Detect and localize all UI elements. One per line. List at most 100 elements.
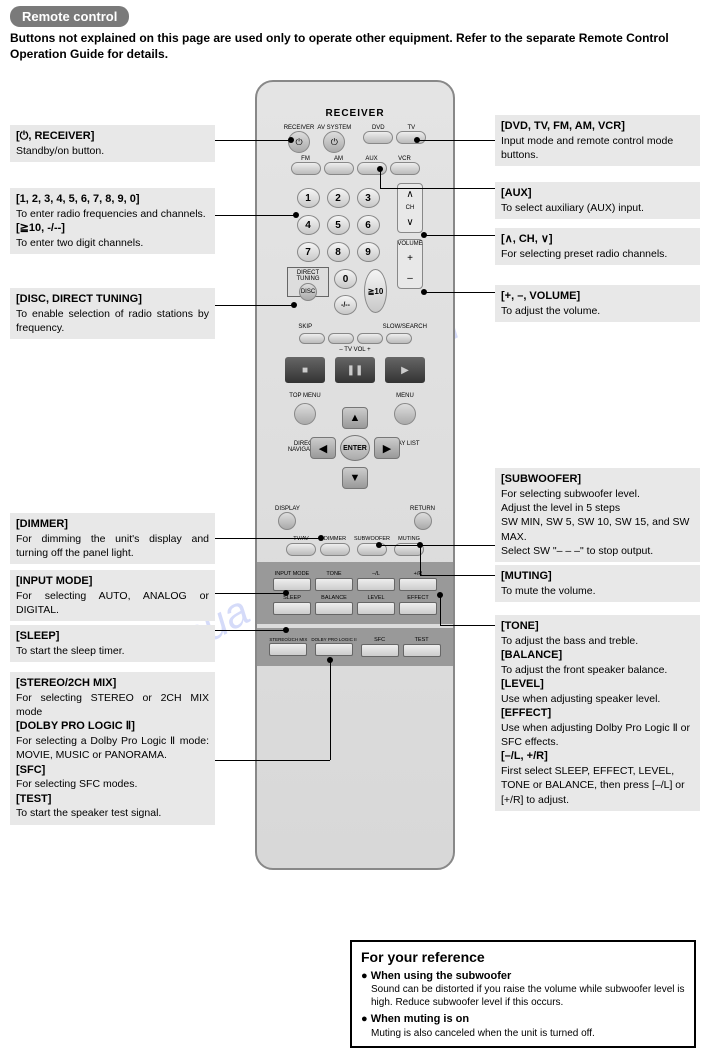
dolby-button	[315, 643, 353, 656]
level-button	[357, 602, 395, 615]
leader-line	[418, 140, 495, 141]
leader-line	[380, 170, 381, 188]
key-1: 1	[297, 188, 320, 208]
reference-box: For your reference ● When using the subw…	[350, 940, 696, 1048]
right-arrow: ▶	[374, 437, 400, 459]
lbl: EFFECT	[407, 595, 428, 601]
callout-tone-group: [TONE]To adjust the bass and treble. [BA…	[495, 615, 700, 811]
lbl: +/R	[414, 571, 423, 577]
leader-line	[425, 292, 495, 293]
leader-line	[380, 188, 495, 189]
fm-button	[291, 162, 321, 175]
callout-muting: [MUTING]To mute the volume.	[495, 565, 700, 602]
leader-line	[330, 660, 331, 760]
leader-line	[425, 235, 495, 236]
key-9: 9	[357, 242, 380, 262]
lbl: TV/AV	[293, 536, 309, 542]
leader-line	[215, 630, 285, 631]
key-2: 2	[327, 188, 350, 208]
ref-sub: ● When muting is on	[361, 1012, 685, 1026]
callout-receiver: [⏻, RECEIVER]Standby/on button.	[10, 125, 215, 162]
return-button	[414, 512, 432, 530]
test-button	[403, 644, 441, 657]
callout-volume: [+, –, VOLUME]To adjust the volume.	[495, 285, 700, 322]
key-3: 3	[357, 188, 380, 208]
lbl: SFC	[374, 637, 385, 643]
search-rev	[357, 333, 383, 344]
lbl: SUBWOOFER	[354, 536, 390, 542]
intro-text: Buttons not explained on this page are u…	[0, 31, 710, 70]
tv-button	[396, 131, 426, 144]
remote-title: RECEIVER	[257, 108, 453, 119]
enter-button: ENTER	[340, 435, 370, 461]
play-button: ▶	[385, 357, 425, 383]
lbl: DIMMER	[324, 536, 346, 542]
ch-rocker: ∧CH∨	[397, 183, 423, 233]
key-0: 0	[334, 269, 357, 289]
lbl: – TV VOL +	[257, 347, 453, 353]
lbl: LEVEL	[367, 595, 384, 601]
leader-line	[215, 140, 290, 141]
leader-line	[420, 575, 495, 576]
leader-line	[215, 593, 285, 594]
lbl: INPUT MODE	[275, 571, 309, 577]
callout-stereo-group: [STEREO/2CH MIX]For selecting STEREO or …	[10, 672, 215, 824]
leader-line	[215, 538, 320, 539]
ref-title: For your reference	[361, 948, 685, 966]
lbl: TEST	[415, 637, 429, 643]
balance-button	[315, 602, 353, 615]
plus-r-button	[399, 578, 437, 591]
lbl: MENU	[386, 393, 424, 399]
callout-inputs: [DVD, TV, FM, AM, VCR]Input mode and rem…	[495, 115, 700, 166]
pause-button: ❚❚	[335, 357, 375, 383]
up-arrow: ▲	[342, 407, 368, 429]
menu-button	[394, 403, 416, 425]
ref-body: Muting is also canceled when the unit is…	[361, 1027, 685, 1040]
callout-subwoofer: [SUBWOOFER]For selecting subwoofer level…	[495, 468, 700, 562]
callout-disc: [DISC, DIRECT TUNING]To enable selection…	[10, 288, 215, 339]
stop-button: ■	[285, 357, 325, 383]
key-dash: -/--	[334, 295, 357, 315]
diagram-area: .com e nua RECEIVER RECEIVER⏻ AV SYSTEM⏻…	[0, 70, 710, 940]
leader-line	[440, 595, 441, 625]
inputmode-button	[273, 578, 311, 591]
sfc-button	[361, 644, 399, 657]
display-button	[278, 512, 296, 530]
lbl: SLEEP	[283, 595, 301, 601]
callout-keypad: [1, 2, 3, 4, 5, 6, 7, 8, 9, 0]To enter r…	[10, 188, 215, 254]
callout-inputmode: [INPUT MODE]For selecting AUTO, ANALOG o…	[10, 570, 215, 621]
leader-line	[215, 215, 295, 216]
lbl: –/L	[372, 571, 380, 577]
leader-line	[380, 545, 495, 546]
lbl: BALANCE	[321, 595, 347, 601]
keypad: 123 456 789 DIRECT TUNINGDISC 0-/-- ≧10	[287, 183, 389, 320]
dimmer-button	[320, 543, 350, 556]
key-6: 6	[357, 215, 380, 235]
function-block-2: STEREO/2CH MIX DOLBY PRO LOGIC II SFC TE…	[257, 628, 453, 666]
effect-button	[399, 602, 437, 615]
callout-aux: [AUX]To select auxiliary (AUX) input.	[495, 182, 700, 219]
dvd-button	[363, 131, 393, 144]
lbl: STEREO/2CH MIX	[269, 637, 307, 642]
lbl: TONE	[326, 571, 341, 577]
key-gte10: ≧10	[364, 269, 387, 313]
search-fwd	[386, 333, 412, 344]
tvav-button	[286, 543, 316, 556]
lbl: DOLBY PRO LOGIC II	[311, 637, 356, 642]
vcr-button	[390, 162, 420, 175]
disc-button: DIRECT TUNINGDISC	[287, 267, 329, 297]
minus-l-button	[357, 578, 395, 591]
skip-prev	[299, 333, 325, 344]
callout-dimmer: [DIMMER]For dimming the unit's display a…	[10, 513, 215, 564]
am-button	[324, 162, 354, 175]
key-8: 8	[327, 242, 350, 262]
lbl: SLOW/SEARCH	[357, 324, 454, 330]
topmenu-button	[294, 403, 316, 425]
leader-line	[215, 305, 293, 306]
key-7: 7	[297, 242, 320, 262]
section-header: Remote control	[10, 6, 129, 27]
dpad: TOP MENU MENU DIRECT NAVIGATOR PLAY LIST…	[290, 393, 420, 503]
key-5: 5	[327, 215, 350, 235]
vol-rocker: VOLUME+–	[397, 239, 423, 289]
leader-line	[215, 760, 330, 761]
